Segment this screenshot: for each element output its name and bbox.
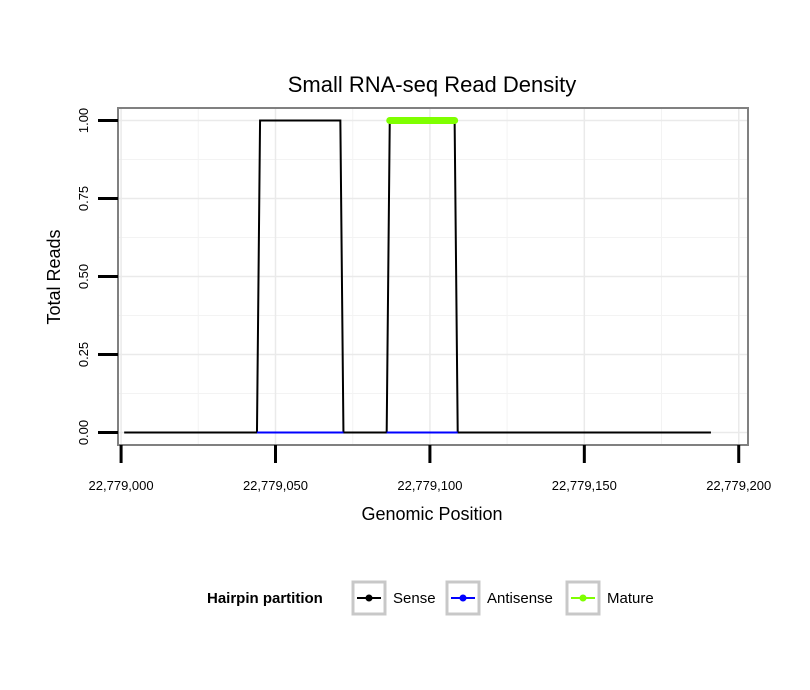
legend-label-antisense: Antisense [487, 590, 553, 607]
series-layer [124, 116, 711, 434]
legend-label-sense: Sense [393, 590, 436, 607]
x-tick-label-1: 22,779,050 [243, 478, 308, 493]
x-tick-label-3: 22,779,150 [552, 478, 617, 493]
legend-item-mature: Mature [565, 580, 654, 616]
x-tick-label-4: 22,779,200 [706, 478, 771, 493]
series-line-sense [124, 119, 711, 434]
y-axis: 0.00 0.25 0.50 0.75 1.00 [76, 108, 118, 445]
x-axis-title: Genomic Position [361, 504, 502, 524]
legend-key-point-mature [579, 594, 587, 602]
legend-item-sense: Sense [351, 580, 436, 616]
x-axis: 22,779,000 22,779,050 22,779,100 22,779,150… [89, 445, 771, 493]
legend-title: Hairpin partition [207, 590, 323, 607]
y-axis-title: Total Reads [44, 229, 64, 324]
legend-key-point-sense [365, 594, 373, 602]
chart-title: Small RNA-seq Read Density [288, 72, 577, 97]
y-tick-label-1: 0.25 [76, 342, 91, 367]
legend-key-point-antisense [459, 594, 467, 602]
x-tick-label-2: 22,779,100 [397, 478, 462, 493]
legend: Hairpin partition Sense Antisense Mature [207, 580, 654, 616]
y-tick-label-4: 1.00 [76, 108, 91, 133]
y-tick-label-0: 0.00 [76, 420, 91, 445]
y-tick-label-3: 0.75 [76, 186, 91, 211]
y-tick-label-2: 0.50 [76, 264, 91, 289]
x-tick-label-0: 22,779,000 [89, 478, 154, 493]
legend-label-mature: Mature [607, 590, 654, 607]
legend-item-antisense: Antisense [445, 580, 553, 616]
